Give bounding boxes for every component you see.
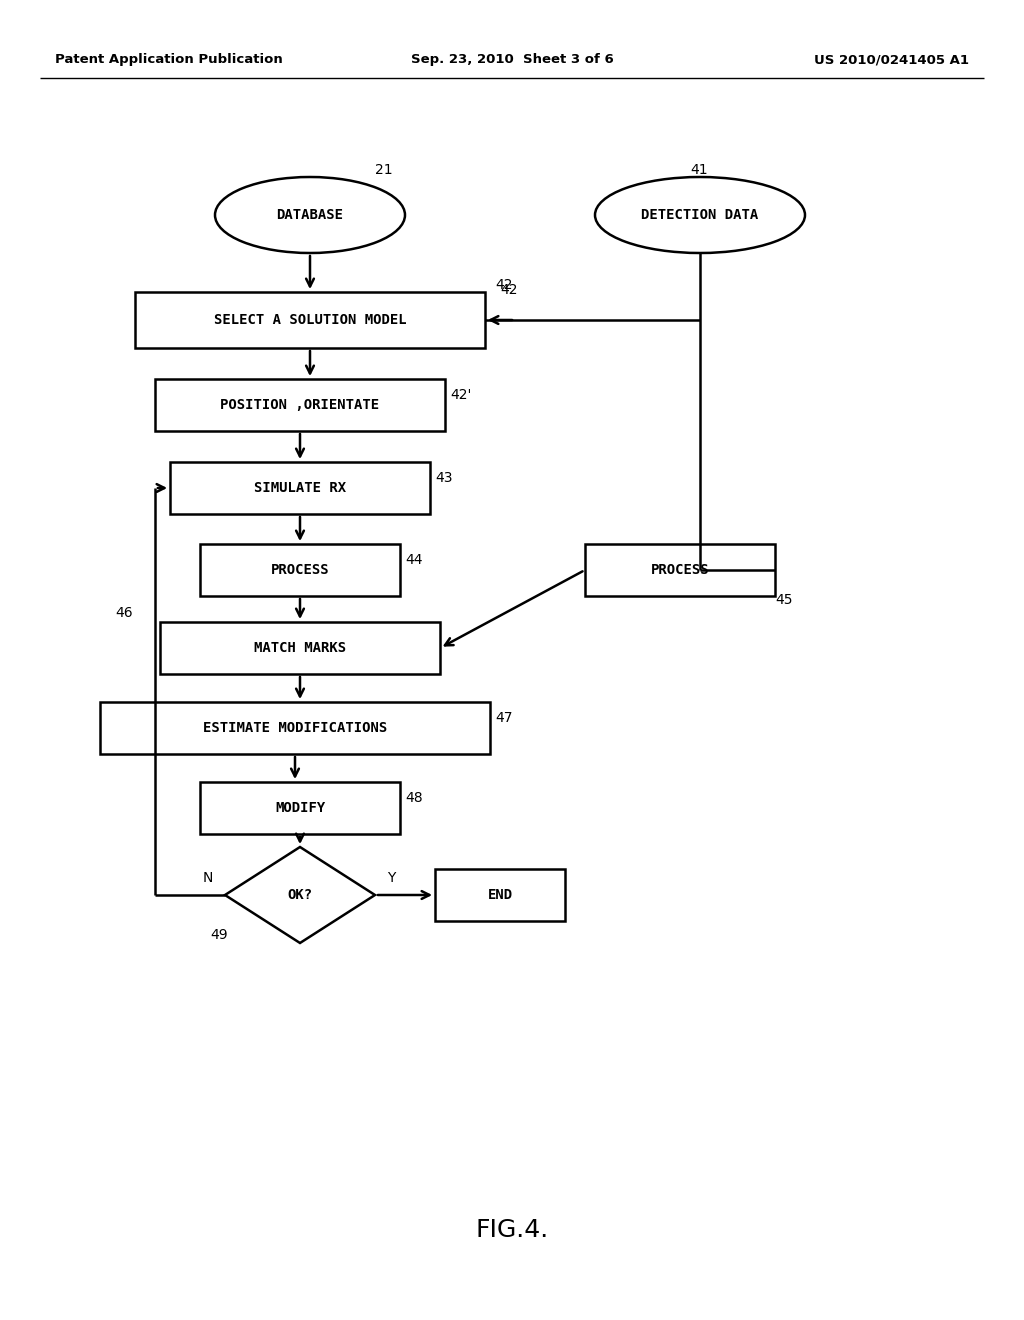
- Text: FIG.4.: FIG.4.: [475, 1218, 549, 1242]
- Bar: [170, 462, 430, 513]
- Bar: [160, 622, 440, 675]
- Text: US 2010/0241405 A1: US 2010/0241405 A1: [814, 54, 969, 66]
- Text: PROCESS: PROCESS: [650, 564, 710, 577]
- Text: Y: Y: [387, 871, 395, 884]
- Text: 49: 49: [210, 928, 227, 942]
- Bar: [585, 544, 775, 597]
- Text: 41: 41: [690, 162, 708, 177]
- Text: N: N: [203, 871, 213, 884]
- Text: 21: 21: [375, 162, 392, 177]
- Text: END: END: [487, 888, 513, 902]
- Text: 43: 43: [435, 471, 453, 484]
- Text: 48: 48: [406, 791, 423, 805]
- Bar: [100, 702, 490, 754]
- Text: DATABASE: DATABASE: [276, 209, 343, 222]
- Text: POSITION ,ORIENTATE: POSITION ,ORIENTATE: [220, 399, 380, 412]
- Text: SELECT A SOLUTION MODEL: SELECT A SOLUTION MODEL: [214, 313, 407, 327]
- Text: DETECTION DATA: DETECTION DATA: [641, 209, 759, 222]
- Text: 47: 47: [495, 711, 512, 725]
- Text: ESTIMATE MODIFICATIONS: ESTIMATE MODIFICATIONS: [203, 721, 387, 735]
- Text: MODIFY: MODIFY: [274, 801, 326, 814]
- Text: 42: 42: [495, 279, 512, 292]
- Text: 45: 45: [775, 593, 793, 607]
- Text: Patent Application Publication: Patent Application Publication: [55, 54, 283, 66]
- Text: PROCESS: PROCESS: [270, 564, 330, 577]
- Text: 42: 42: [500, 282, 517, 297]
- Text: 44: 44: [406, 553, 423, 568]
- Bar: [155, 379, 445, 432]
- Bar: [435, 869, 565, 921]
- Text: MATCH MARKS: MATCH MARKS: [254, 642, 346, 655]
- Bar: [200, 544, 400, 597]
- Text: SIMULATE RX: SIMULATE RX: [254, 480, 346, 495]
- Text: 46: 46: [115, 606, 133, 620]
- Text: 42': 42': [450, 388, 471, 403]
- Bar: [200, 781, 400, 834]
- Text: OK?: OK?: [288, 888, 312, 902]
- Text: Sep. 23, 2010  Sheet 3 of 6: Sep. 23, 2010 Sheet 3 of 6: [411, 54, 613, 66]
- Bar: [135, 292, 485, 348]
